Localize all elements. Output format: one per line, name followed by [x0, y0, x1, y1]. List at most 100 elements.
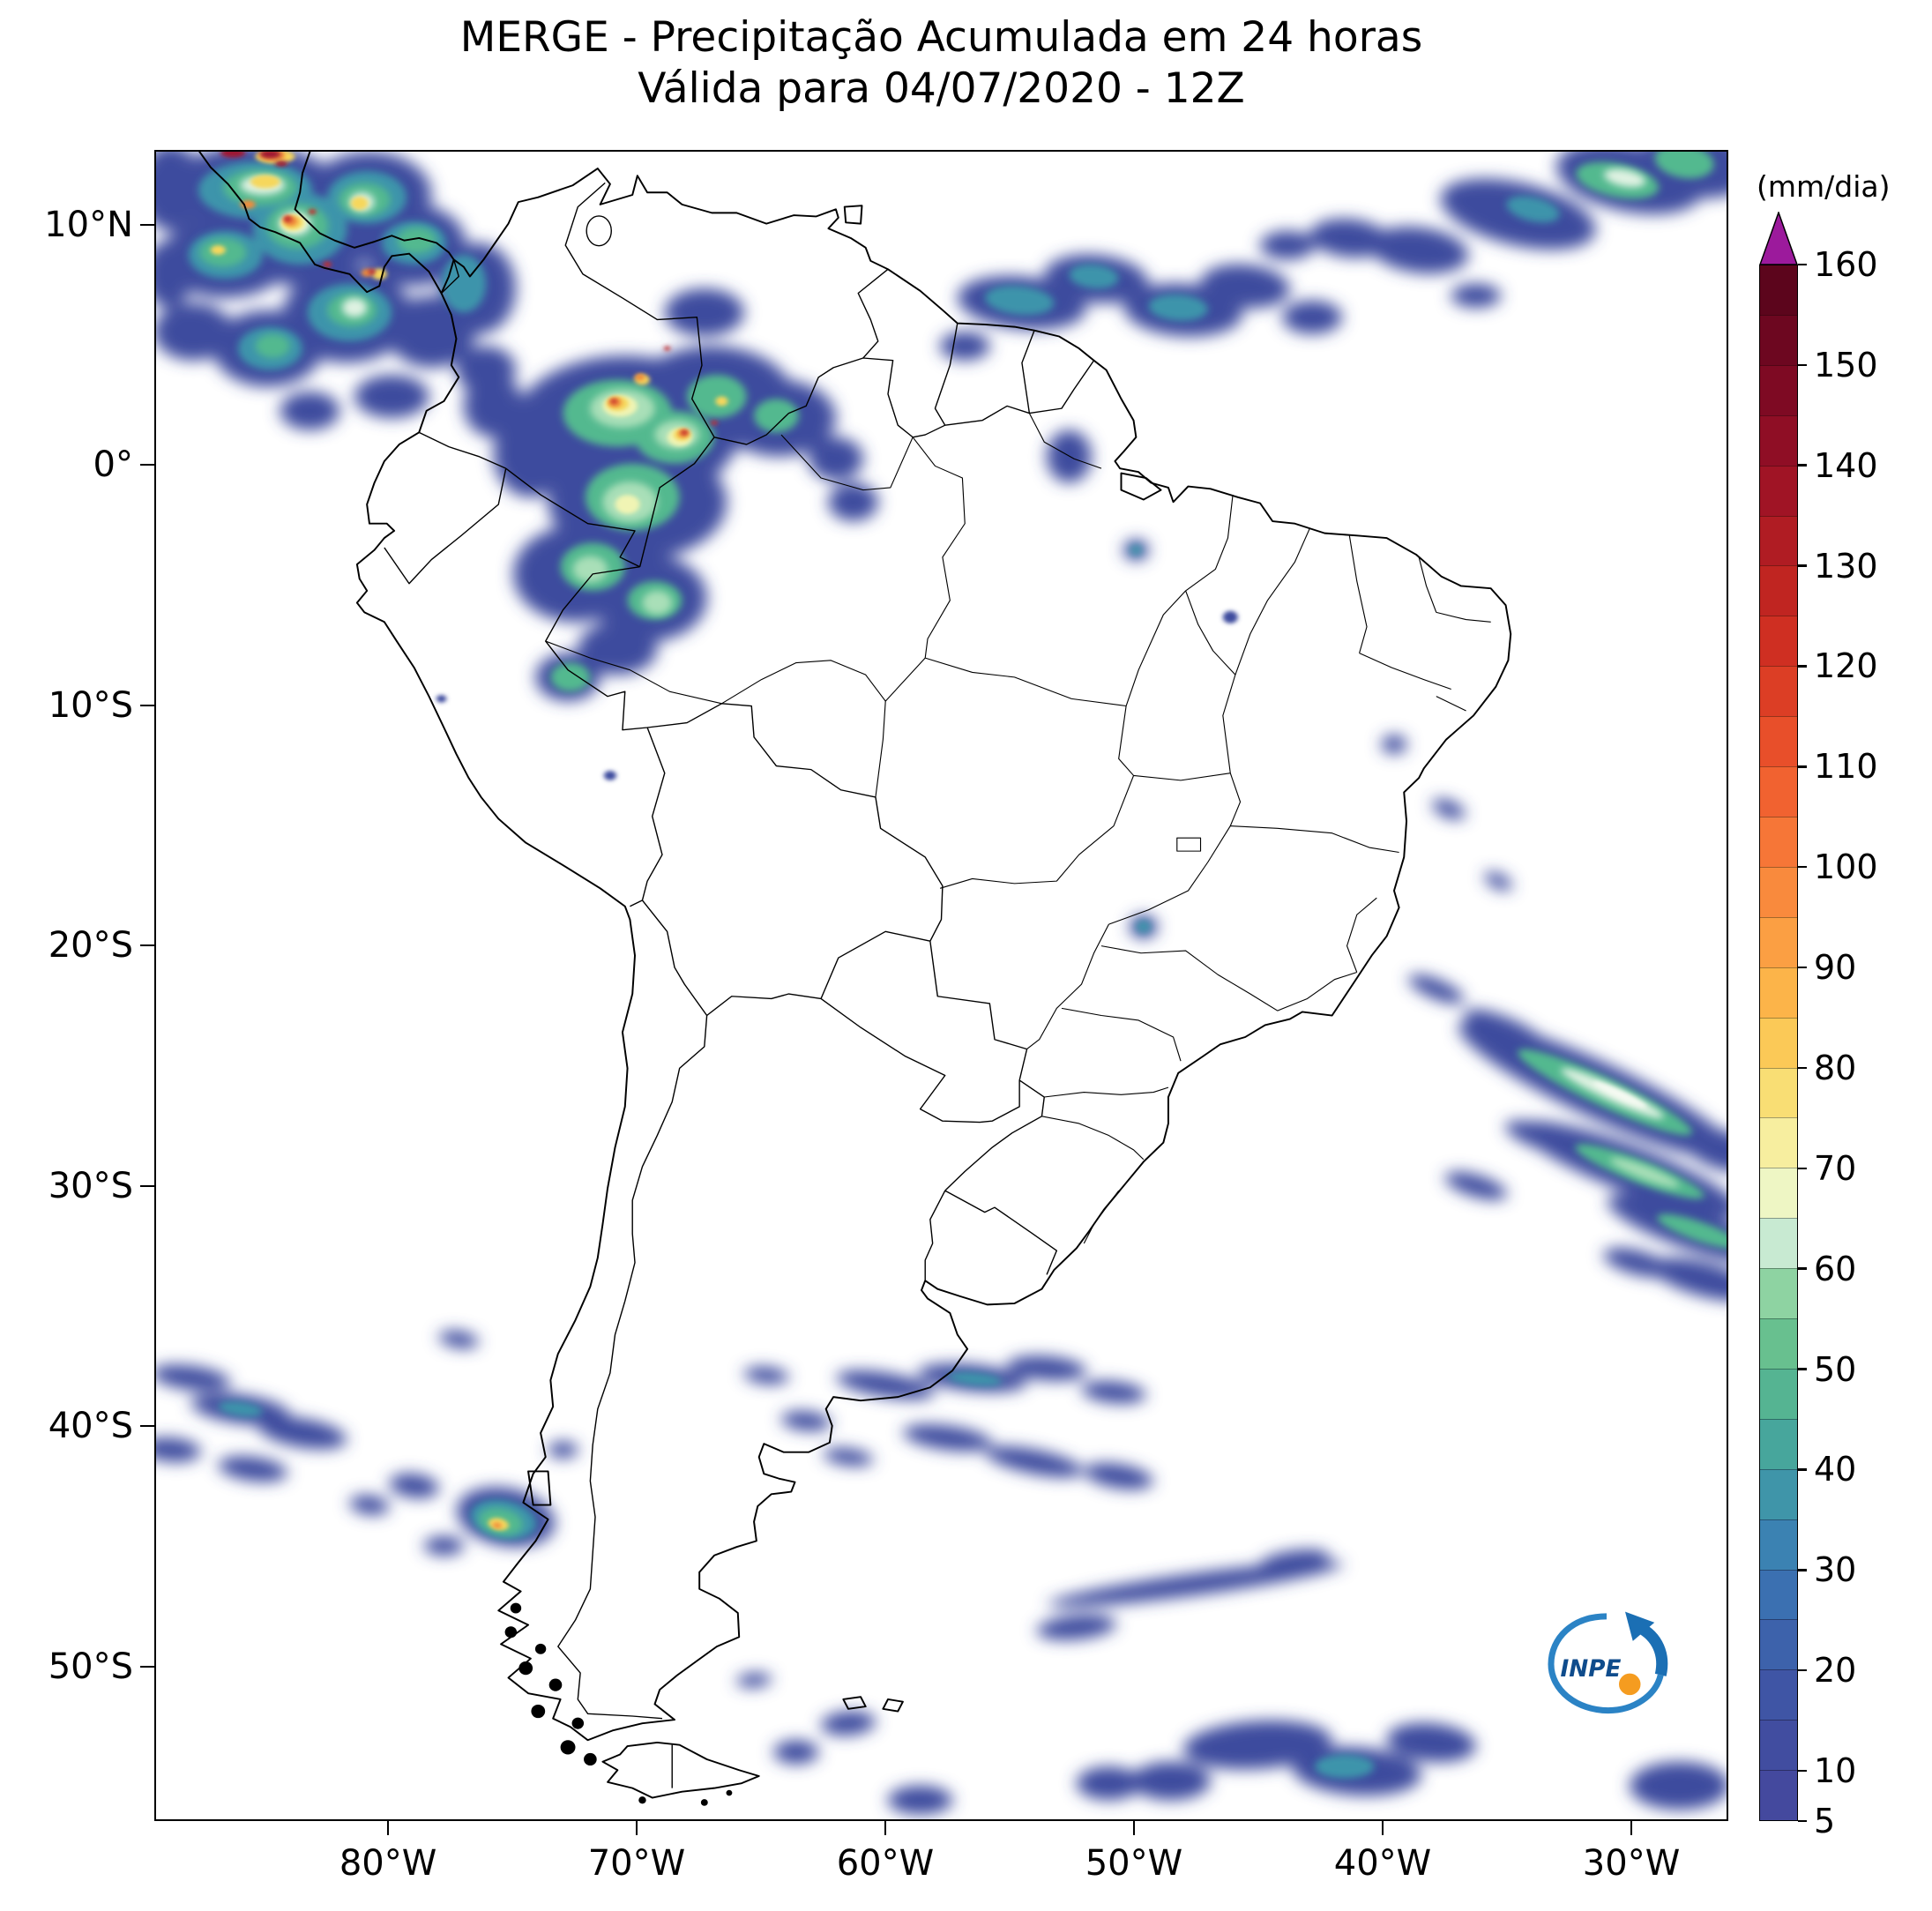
colorbar-segment	[1760, 616, 1797, 667]
inpe-logo: INPE	[1533, 1599, 1687, 1731]
colorbar-tick-mark	[1798, 1368, 1807, 1370]
colorbar-segment	[1760, 1519, 1797, 1570]
colorbar-segment	[1760, 1368, 1797, 1419]
colorbar-segment	[1760, 1218, 1797, 1269]
colorbar-tick-mark	[1798, 865, 1807, 869]
colorbar-segment	[1760, 1619, 1797, 1670]
colorbar-segment	[1760, 866, 1797, 917]
precip-yellow-layer	[210, 152, 728, 1531]
colorbar-tick-mark	[1798, 564, 1807, 567]
colorbar-segment	[1760, 1067, 1797, 1118]
colorbar-tick-label: 130	[1814, 546, 1878, 586]
colorbar-tick-label: 70	[1814, 1148, 1857, 1188]
colorbar-segment	[1760, 1017, 1797, 1068]
figure-title: MERGE - Precipitação Acumulada em 24 hor…	[154, 12, 1728, 115]
precip-red-layer	[283, 208, 718, 436]
precip-white-core	[1593, 1081, 1647, 1109]
lon-tick-label: 50°W	[1085, 1843, 1183, 1884]
colorbar-segment	[1760, 1770, 1797, 1821]
title-line-2: Válida para 04/07/2020 - 12Z	[638, 64, 1245, 113]
lon-tick-label: 70°W	[587, 1843, 686, 1884]
lat-tick-label: 50°S	[48, 1646, 133, 1688]
colorbar-segment	[1760, 967, 1797, 1018]
title-line-1: MERGE - Precipitação Acumulada em 24 hor…	[459, 13, 1423, 62]
colorbar-segment	[1760, 1468, 1797, 1519]
central-america-coastline	[198, 152, 455, 295]
colorbar-tick-label: 90	[1814, 948, 1857, 988]
lon-tick-label: 80°W	[339, 1843, 437, 1884]
lat-tick-mark	[140, 944, 154, 947]
inpe-orange-dot	[1619, 1673, 1641, 1696]
colorbar-tick-label: 110	[1814, 747, 1878, 787]
precipitation-field	[156, 152, 1727, 1815]
colorbar-segment	[1760, 1168, 1797, 1219]
coastlines	[198, 152, 1512, 1799]
colorbar-tick-mark	[1798, 1819, 1807, 1823]
lon-tick-label: 40°W	[1333, 1843, 1432, 1884]
colorbar-segment	[1760, 465, 1797, 516]
map-plot: INPE	[154, 150, 1728, 1821]
lat-tick-mark	[140, 223, 154, 227]
colorbar-tick-label: 60	[1814, 1249, 1857, 1288]
lon-tick-mark	[884, 1821, 887, 1835]
colorbar-extend-arrow	[1759, 212, 1798, 265]
colorbar-tick-mark	[1798, 263, 1807, 266]
lat-tick-label: 20°S	[48, 925, 133, 967]
colorbar-gradient	[1759, 265, 1798, 1821]
colorbar-segment	[1760, 364, 1797, 415]
colorbar-segment	[1760, 916, 1797, 967]
colorbar-segment	[1760, 1117, 1797, 1168]
colorbar-segment	[1760, 414, 1797, 466]
colorbar-arrow-shape	[1759, 212, 1798, 265]
colorbar-segment	[1760, 314, 1797, 365]
colorbar-tick-mark	[1798, 966, 1807, 969]
colorbar-segment	[1760, 1720, 1797, 1771]
colorbar-tick-label: 160	[1814, 245, 1878, 284]
lat-tick-label: 10°N	[44, 205, 133, 246]
colorbar-tick-label: 80	[1814, 1048, 1857, 1087]
lake-maracaibo	[586, 215, 612, 247]
inpe-arrow-head	[1625, 1611, 1655, 1641]
colorbar-segment	[1760, 1318, 1797, 1369]
lon-tick-mark	[1630, 1821, 1633, 1835]
inpe-arrow-shaft	[1636, 1622, 1668, 1676]
colorbar-unit-label: (mm/dia)	[1757, 169, 1891, 204]
state-borders	[545, 413, 1491, 1244]
lat-tick-label: 30°S	[48, 1166, 133, 1207]
colorbar-segment	[1760, 716, 1797, 767]
colorbar-tick-mark	[1798, 765, 1807, 768]
lon-tick-label: 30°W	[1582, 1843, 1681, 1884]
lon-tick-mark	[1381, 1821, 1384, 1835]
islands-coastline	[527, 205, 1162, 1713]
colorbar-segment	[1760, 1268, 1797, 1319]
precip-darkred-layer	[220, 152, 288, 167]
colorbar-segment	[1760, 1418, 1797, 1469]
colorbar-segment	[1760, 1669, 1797, 1721]
colorbar-tick-mark	[1798, 1167, 1807, 1170]
lon-tick-mark	[1132, 1821, 1136, 1835]
colorbar-tick-label: 120	[1814, 646, 1878, 686]
colorbar-tick-label: 5	[1814, 1802, 1836, 1840]
tierra-del-fuego-coastline	[601, 1741, 760, 1799]
precip-base-layer	[156, 152, 1727, 1815]
colorbar-tick-label: 50	[1814, 1349, 1857, 1389]
colorbar-tick-mark	[1798, 1668, 1807, 1672]
lat-tick-label: 0°	[93, 444, 133, 486]
lat-tick-mark	[140, 463, 154, 467]
colorbar-tick-label: 150	[1814, 345, 1878, 384]
inpe-swirl	[1548, 1613, 1664, 1714]
colorbar-tick-label: 30	[1814, 1550, 1857, 1590]
country-borders	[384, 182, 1095, 1788]
south-america-map	[156, 152, 1727, 1815]
colorbar-tick-label: 40	[1814, 1450, 1857, 1489]
inpe-logo-graphic: INPE	[1548, 1611, 1668, 1714]
colorbar-tick-mark	[1798, 464, 1807, 467]
colorbar-segment	[1760, 565, 1797, 616]
colorbar-segment	[1760, 265, 1797, 315]
colorbar-tick-mark	[1798, 1569, 1807, 1571]
fjords-and-islands	[504, 1602, 733, 1806]
colorbar-tick-label: 140	[1814, 445, 1878, 485]
colorbar-tick-label: 20	[1814, 1651, 1857, 1691]
inpe-logo-text: INPE	[1561, 1656, 1622, 1683]
